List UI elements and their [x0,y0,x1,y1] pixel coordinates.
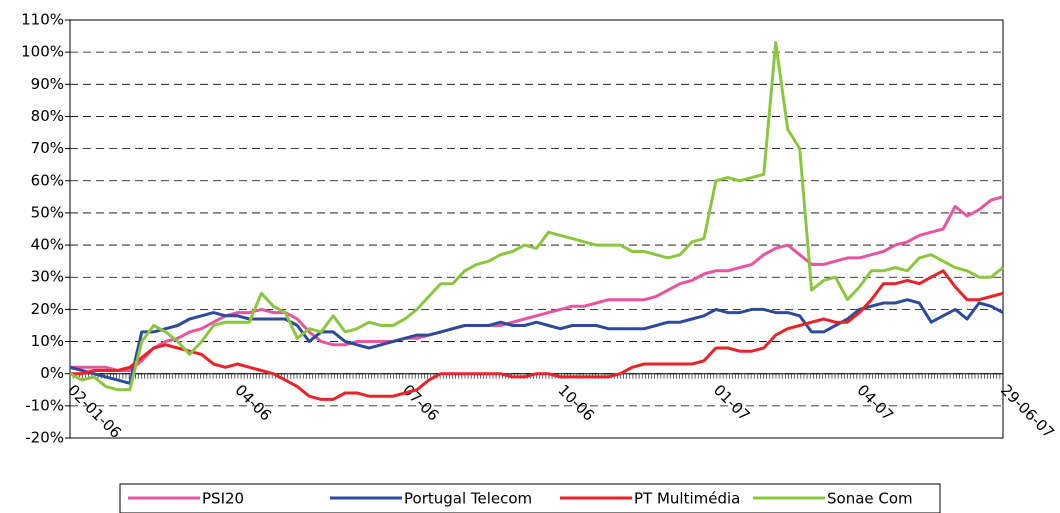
plot-border [69,19,1004,439]
x-tick-label: 10-06 [554,381,598,425]
x-tick-label: 01-07 [710,381,754,425]
legend-label: PSI20 [202,490,244,508]
y-tick-label: -20% [25,429,64,447]
x-tick-label: 04-06 [231,381,275,425]
y-tick-label: 20% [31,300,64,318]
y-tick-label: 80% [31,107,64,125]
y-tick-label: 10% [31,332,64,350]
legend-label: Sonae Com [827,490,913,508]
y-tick-label: 0% [40,364,64,382]
x-tick-label: 29-06-07 [997,381,1058,442]
y-tick-label: -10% [25,396,64,414]
legend-label: PT Multimédia [634,490,740,508]
y-tick-label: 60% [31,171,64,189]
series-line [69,41,1004,392]
legend-label: Portugal Telecom [404,490,532,508]
series-line [69,298,1004,385]
y-tick-label: 90% [31,75,64,93]
y-tick-label: 40% [31,236,64,254]
series-line [70,269,1004,401]
y-tick-label: 50% [31,203,64,221]
x-tick-label: 04-07 [853,381,897,425]
y-tick-label: 110% [21,11,64,29]
y-tick-label: 30% [31,268,64,286]
y-tick-label: 70% [31,139,64,157]
y-tick-label: 100% [21,43,64,61]
